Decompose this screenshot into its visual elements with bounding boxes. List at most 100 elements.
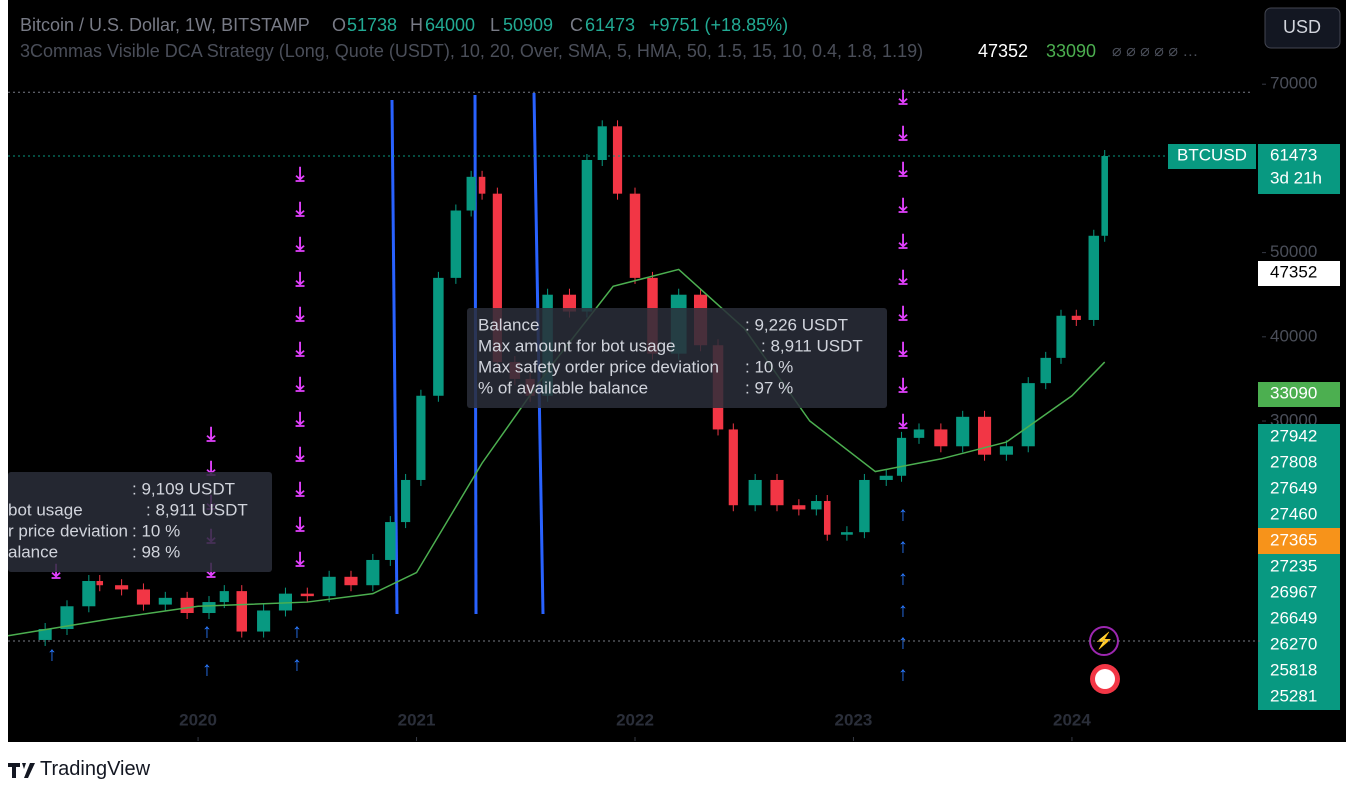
sell-arrow: ⤓: [898, 86, 909, 108]
strategy-badge: [1258, 382, 1340, 407]
level-badge-value: 27460: [1270, 504, 1317, 523]
tooltip-value: : 9,109 USDT: [132, 479, 235, 498]
tooltip-label: r price deviation: [8, 521, 128, 540]
candle: [158, 597, 172, 605]
sell-arrow: ⤓: [898, 338, 909, 360]
candle: [1088, 235, 1100, 320]
ma-line: [7, 268, 1106, 637]
icons: ⚡: [1089, 626, 1120, 694]
candle: [811, 501, 822, 510]
symbol: Bitcoin / U.S. Dollar, 1W, BITSTAMP: [20, 15, 310, 35]
h-label: H: [410, 15, 423, 35]
strategy-badge-value: 47352: [1270, 262, 1317, 281]
x-tick-label: 2024: [1053, 710, 1091, 729]
tooltip-label: Max safety order price deviation: [478, 357, 719, 376]
candle: [278, 593, 293, 611]
level-badge-value: 25818: [1270, 660, 1317, 679]
level-badge: [1258, 424, 1340, 450]
sell-arrow: ⤓: [898, 302, 909, 324]
tooltip-label: % of available balance: [478, 378, 648, 397]
candle: [257, 610, 271, 632]
candle: [401, 479, 411, 523]
tooltip-value: : 9,226 USDT: [745, 315, 848, 334]
tooltip-value: : 10 %: [745, 357, 793, 376]
sell-arrow: ⤓: [898, 230, 909, 252]
signals: ⤓⤓⤓⤓⤓⤓⤓⤓⤓⤓⤓⤓⤓⤓⤓⤓⤓⤓⤓⤓⤓⤓⤓⤓⤓⤓⤓⤓↑↑↑↑↑↑↑↑↑↑↑: [47, 86, 909, 685]
sell-arrow: ⤓: [206, 423, 217, 445]
x-tick-label: 2020: [179, 710, 217, 729]
candle: [202, 602, 216, 614]
sell-arrow: ⤓: [295, 233, 306, 255]
candle: [219, 591, 229, 603]
buy-arrow: ↑: [292, 620, 302, 642]
buy-arrow: ↑: [898, 599, 908, 621]
level-badge: [1258, 450, 1340, 476]
candle: [879, 475, 893, 480]
na: ⌀ ⌀ ⌀ ⌀ ⌀ …: [1112, 43, 1198, 60]
y-tick-label: 40000: [1270, 326, 1317, 345]
candle: [823, 501, 831, 535]
candle: [934, 429, 948, 447]
candle: [322, 576, 336, 597]
sell-arrow: ⤓: [295, 198, 306, 220]
strategy-badge-value: 33090: [1270, 383, 1317, 402]
candle: [136, 589, 151, 605]
candle: [629, 193, 641, 278]
x-tick-label: 2022: [616, 710, 654, 729]
level-badge-value: 27942: [1270, 426, 1317, 445]
buy-arrow: ↑: [898, 631, 908, 653]
candle: [82, 581, 96, 607]
footer: TradingView: [8, 758, 150, 781]
level-badge: [1258, 580, 1340, 606]
candle: [562, 294, 577, 312]
sell-arrow: ⤓: [295, 548, 306, 570]
level-badge: [1258, 606, 1340, 632]
buy-arrow: ↑: [898, 503, 908, 525]
low: 50909: [503, 15, 553, 35]
tooltip-value: : 8,911 USDT: [761, 336, 863, 355]
level-badge: [1258, 502, 1340, 528]
candle: [612, 126, 623, 194]
level-badge-value: 26967: [1270, 582, 1317, 601]
strategy-badge: [1258, 261, 1340, 286]
candle: [492, 193, 502, 363]
sell-arrow: ⤓: [898, 266, 909, 288]
currency-label[interactable]: USD: [1283, 17, 1321, 37]
candle: [60, 606, 74, 630]
l-label: L: [490, 15, 500, 35]
change: +9751 (+18.85%): [649, 15, 788, 35]
level-badge-value: 27365: [1270, 530, 1317, 549]
sell-arrow: ⤓: [295, 303, 306, 325]
sell-arrow: ⤓: [295, 373, 306, 395]
y-tick-label: 50000: [1270, 242, 1317, 261]
o-label: O: [332, 15, 346, 35]
level-badge-value: 27649: [1270, 478, 1317, 497]
tooltip-label: alance: [8, 542, 58, 561]
strategy: 3Commas Visible DCA Strategy (Long, Quot…: [20, 41, 923, 61]
candle: [433, 277, 444, 396]
high: 64000: [425, 15, 475, 35]
sell-arrow: ⤓: [898, 158, 909, 180]
candle: [366, 559, 380, 586]
candle: [115, 585, 129, 590]
candle: [478, 176, 486, 194]
tooltip: [467, 308, 887, 408]
symbol-badge-label: BTCUSD: [1177, 145, 1247, 164]
candle: [344, 576, 358, 586]
candle: [597, 126, 607, 160]
sell-arrow: ⤓: [295, 443, 306, 465]
candle: [236, 591, 248, 632]
tooltip-value: : 98 %: [132, 542, 180, 561]
candle: [977, 416, 992, 455]
candle: [1056, 315, 1066, 358]
tooltip-value: : 10 %: [132, 521, 180, 540]
buy-arrow: ↑: [898, 535, 908, 557]
sell-arrow: ⤓: [898, 194, 909, 216]
level-badge-value: 25281: [1270, 686, 1317, 705]
tooltip: [8, 472, 272, 572]
sell-arrow: ⤓: [206, 457, 217, 479]
candle: [956, 416, 970, 447]
buy-arrow: ↑: [202, 620, 212, 642]
icon: [1095, 669, 1115, 689]
currency-button[interactable]: [1264, 7, 1341, 49]
